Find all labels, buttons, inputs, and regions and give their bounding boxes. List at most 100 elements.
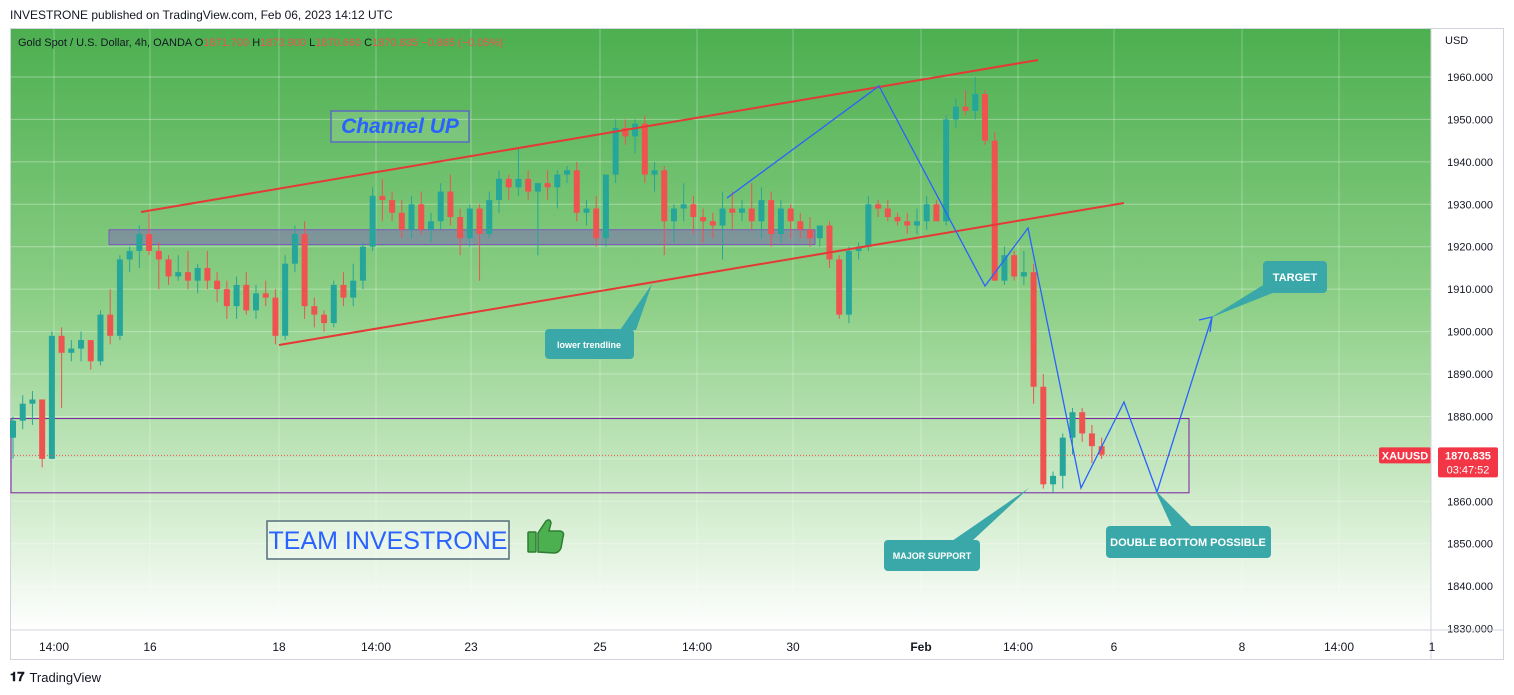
price-tick-label: 1860.000 [1447, 496, 1493, 508]
time-tick-label: 23 [464, 640, 478, 654]
candle-body [369, 195, 376, 247]
candle-body [1050, 475, 1057, 485]
candle-body [321, 314, 328, 324]
candle-body [1030, 272, 1037, 387]
last-price-value: 1870.835 [1445, 450, 1491, 462]
candle-body [427, 221, 434, 230]
time-tick-label: 14:00 [1003, 640, 1033, 654]
candle-body [1011, 255, 1018, 277]
candle-body [1079, 412, 1086, 434]
candle-body [408, 204, 415, 230]
candle-body [622, 127, 629, 137]
candle-body [1020, 272, 1027, 277]
candle-body [826, 225, 833, 260]
candle-body [379, 195, 386, 201]
tradingview-logo[interactable]: 𝟏𝟕 TradingView [10, 669, 101, 685]
candle-body [700, 217, 707, 222]
candle-body [389, 200, 396, 213]
channel-upper-line [140, 59, 1039, 213]
candle-body [515, 178, 522, 188]
candle-body [19, 403, 26, 421]
support-zone [10, 418, 1190, 494]
time-tick-label: 1 [1429, 640, 1436, 654]
candle-body [136, 233, 143, 251]
candle-body [340, 284, 347, 298]
channel-up-box [330, 110, 470, 143]
axis-currency: USD [1445, 35, 1468, 47]
candle-body [564, 170, 571, 175]
candle-body [291, 233, 298, 264]
time-tick-label: 25 [593, 640, 607, 654]
candle-body [554, 174, 561, 188]
candle-body [739, 208, 745, 213]
price-tick-label: 1890.000 [1447, 369, 1493, 381]
candle-body [175, 272, 182, 277]
candle-body [787, 208, 794, 222]
candle-body [602, 174, 609, 239]
candle-body [87, 340, 94, 362]
time-tick-label: 8 [1239, 640, 1246, 654]
candle-body [982, 93, 988, 141]
callouts: Channel UP lower trendline TARGET MAJOR SUP… [266, 110, 1327, 571]
candle-body [39, 399, 46, 459]
time-axis: 14:00 16 18 14:00 23 25 14:00 30 Feb 14:00 6 8 14:00… [11, 29, 1503, 659]
double-bottom-label: DOUBLE BOTTOM POSSIBLE [1110, 537, 1266, 549]
candle-body [972, 93, 979, 111]
price-tick-label: 1920.000 [1447, 242, 1493, 254]
time-tick-label: 16 [143, 640, 157, 654]
candle-body [690, 204, 697, 218]
price-tick-label: 1840.000 [1447, 581, 1493, 593]
candle-body [126, 250, 133, 260]
candle-body [447, 191, 454, 218]
candle-body [282, 263, 289, 336]
candle-body [116, 259, 123, 336]
candle-body [544, 183, 551, 188]
candle-body [855, 246, 862, 251]
candle-body [709, 221, 716, 226]
candle-body [670, 208, 677, 222]
candle-body [593, 208, 600, 239]
candle-body [865, 204, 872, 247]
candle-body [97, 314, 104, 362]
double-bottom-pointer [1155, 490, 1192, 527]
time-tick-label: 30 [786, 640, 800, 654]
candle-body [78, 340, 85, 349]
candle-body [991, 140, 998, 281]
publisher-line: INVESTRONE published on TradingView.com,… [10, 8, 393, 22]
candle-body [894, 217, 901, 222]
candle-body [836, 259, 843, 315]
candle-body [233, 284, 240, 307]
candle-body [1001, 255, 1008, 281]
candle-body [1040, 386, 1047, 485]
symbol-tag [1379, 447, 1431, 464]
candle-body [1069, 412, 1076, 438]
time-tick-label: Feb [910, 640, 931, 654]
candle-body [768, 200, 775, 234]
target-label: TARGET [1273, 272, 1318, 284]
candle-body [29, 399, 36, 404]
team-box [266, 520, 510, 560]
candle-body [573, 170, 580, 213]
candle-body [194, 267, 201, 281]
lower-trendline-callout [545, 329, 634, 359]
candle-body [641, 123, 648, 175]
candle-body [943, 119, 950, 222]
target-callout [1263, 261, 1327, 293]
legend: Gold Spot / U.S. Dollar, 4h, OANDA O1871… [18, 37, 503, 49]
candle-body [301, 233, 308, 307]
tradingview-mark-icon: 𝟏𝟕 [10, 669, 25, 684]
time-tick-label: 14:00 [361, 640, 391, 654]
candle-body [223, 289, 230, 307]
major-support-label: MAJOR SUPPORT [893, 551, 972, 561]
candle-body [48, 335, 55, 459]
candle-body [476, 208, 483, 234]
candle-body [146, 233, 153, 251]
candle-body [933, 204, 940, 222]
candle-body [214, 280, 221, 290]
drawings [140, 59, 1213, 495]
lower-trendline-pointer [620, 284, 652, 330]
chart-frame [10, 28, 1504, 660]
candle-body [661, 170, 668, 222]
candle-body [262, 293, 269, 298]
